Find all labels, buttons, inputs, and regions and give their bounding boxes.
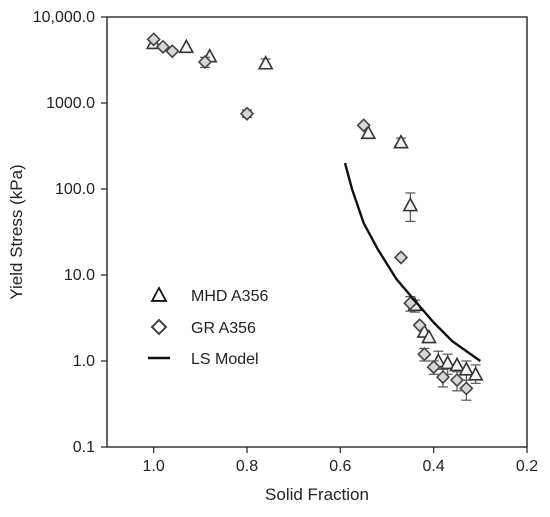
- mhd-a356-point: [393, 134, 409, 149]
- legend-diamond-marker: [150, 318, 168, 336]
- x-axis-label: Solid Fraction: [265, 485, 369, 504]
- x-axis-ticks: 1.0 0.8 0.6 0.4 0.2: [143, 447, 538, 475]
- legend-label: MHD A356: [191, 288, 268, 305]
- legend: MHD A356 GR A356 LS Model: [148, 286, 268, 368]
- plot-frame: [106, 16, 528, 448]
- gr-a356-point: [393, 250, 409, 265]
- legend-label: GR A356: [191, 320, 256, 337]
- gr-a356-point: [449, 372, 465, 388]
- mhd-a356-point: [458, 361, 475, 376]
- gr-a356-point: [435, 369, 451, 385]
- gr-a356-point: [356, 118, 371, 133]
- x-tick-label: 0.4: [423, 458, 445, 475]
- gr-a356-point: [155, 39, 171, 54]
- gr-a356-point: [459, 381, 474, 396]
- mhd-a356-point: [360, 124, 377, 140]
- legend-label: LS Model: [191, 351, 259, 368]
- gr-a356-point: [239, 106, 255, 121]
- mhd-a356-point: [178, 38, 195, 54]
- gr-a356-point: [146, 32, 161, 47]
- gr-a356-point: [412, 318, 427, 333]
- gr-a356-point: [197, 54, 213, 70]
- gr-a356-point: [417, 347, 432, 362]
- y-tick-label: 1000.0: [46, 95, 95, 112]
- ls-model-line: [343, 162, 481, 362]
- y-tick-label: 10,000.0: [33, 9, 95, 26]
- y-axis-ticks: 0.1 1.0 10.0 100.0 1000.0 10,000.0: [33, 9, 107, 456]
- y-tick-label: 10.0: [64, 267, 95, 284]
- y-tick-label: 1.0: [73, 353, 95, 370]
- x-tick-label: 0.6: [329, 458, 351, 475]
- gr-a356-point: [426, 359, 441, 375]
- series-layer: [145, 32, 484, 401]
- gr-a356-point: [165, 44, 180, 59]
- x-tick-label: 0.2: [516, 458, 538, 475]
- mhd-a356-point: [467, 366, 484, 381]
- y-tick-label: 0.1: [73, 439, 95, 456]
- mhd-a356-point: [257, 55, 274, 70]
- mhd-a356-point: [449, 356, 465, 372]
- y-tick-label: 100.0: [55, 181, 95, 198]
- mhd-a356-point: [402, 196, 419, 212]
- x-tick-label: 0.8: [236, 458, 258, 475]
- legend-triangle-marker: [150, 286, 168, 302]
- mhd-a356-point: [439, 354, 456, 370]
- x-tick-label: 1.0: [143, 458, 165, 475]
- y-axis-label: Yield Stress (kPa): [7, 164, 26, 299]
- mhd-a356-point: [421, 328, 437, 344]
